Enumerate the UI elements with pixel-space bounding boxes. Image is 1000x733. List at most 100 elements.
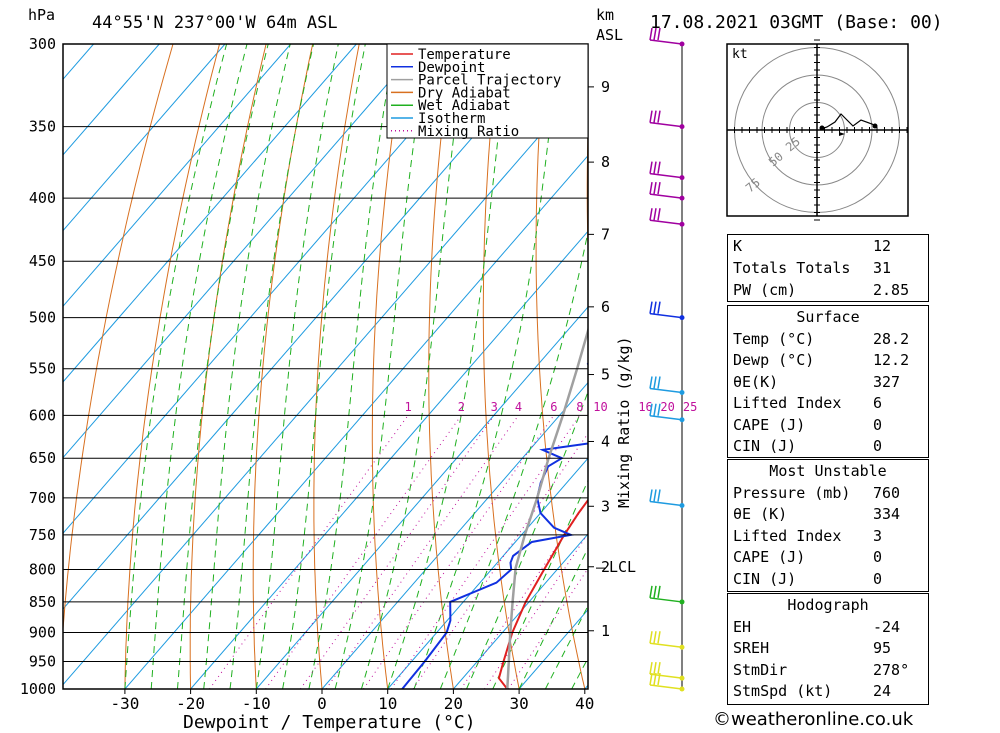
hodo-stmdir-label: StmDir [733,661,788,679]
hodo-stmspd-value: 24 [873,682,892,700]
isotherm-line [63,44,554,610]
wind-barb-dot [679,221,685,227]
hodograph-trace [820,113,878,130]
index-k-label: K [733,237,743,255]
wind-barb-flag [649,110,653,123]
wind-barb-dot [679,175,685,181]
hodo-stmdir-value: 278° [873,661,910,679]
surface-li-value: 6 [873,394,883,412]
wind-barb-flag [657,301,661,314]
isotherm-line [453,533,588,689]
mu-pressure-label: Pressure (mb) [733,484,851,502]
km-tick-label: 8 [601,153,610,171]
isotherm-line [255,306,588,689]
legend-label: Dewpoint [418,60,485,76]
wind-barb-flag [653,403,657,416]
mu-thetae-value: 334 [873,505,901,523]
mixing-ratio-label: 6 [550,400,557,414]
mu-cape-label: CAPE (J) [733,548,806,566]
wind-barb-flag [657,208,661,221]
indices-mu-box: Most Unstable Pressure (mb) 760 θE (K) 334… [727,459,929,592]
wind-barb-shaft [649,597,683,603]
wind-barb-flag [649,208,653,221]
pressure-tick-label: 850 [29,593,56,611]
index-pw-value: 2.85 [873,281,910,299]
x-tick-label: 30 [509,694,528,713]
plot-frame [62,43,589,690]
surface-li-label: Lifted Index [733,394,842,412]
pressure-tick-label: 650 [29,449,56,467]
wind-barb-flag [657,181,661,195]
x-tick-label: 10 [378,694,397,713]
isotherm-line [321,381,588,689]
wind-barb-flag [649,662,653,675]
chart-axes: 3003504004505005506006507007508008509009… [20,35,698,713]
wind-barb-shaft [649,387,683,394]
wind-barb-flag [657,631,661,644]
x-tick-label: 20 [444,694,463,713]
x-tick-label: -10 [242,694,271,713]
pressure-tick-label: 500 [29,309,56,327]
mixing-ratio-label: 20 [660,400,674,414]
indices-surface-box: Surface Temp (°C) 28.2 Dewp (°C) 12.2 θE(K… [727,305,929,458]
wind-barb-shaft [649,172,683,179]
index-k-value: 12 [873,237,892,255]
legend-label: Parcel Trajectory [418,73,561,89]
hodo-sreh-label: SREH [733,639,770,657]
pressure-tick-label: 700 [29,489,56,507]
km-tick-label: 9 [601,78,610,96]
isotherm-line [63,44,226,232]
pressure-tick-label: 600 [29,406,56,424]
pressure-tick-label: 550 [29,360,56,378]
wind-barb-dot [679,417,685,423]
wind-barb-flag [649,489,653,502]
index-tt-label: Totals Totals [733,259,851,277]
wet-adiabat-line [334,44,429,689]
km-tick-label: 6 [601,298,610,316]
km-tick-label: 4 [601,432,610,450]
wind-barb-flag [649,672,653,686]
isotherm-line [63,44,357,383]
mu-li-label: Lifted Index [733,527,842,545]
wind-barb-dot [679,644,685,650]
wind-barb-flag [653,161,657,174]
wind-barb-dot [679,503,685,509]
km-unit-label: km [596,6,614,24]
mu-cape-value: 0 [873,548,883,566]
mixing-ratio-label: 10 [593,400,607,414]
surface-cin-label: CIN (J) [733,437,797,455]
wind-barb-flag [649,585,653,599]
isotherm-line [63,44,489,535]
mixing-ratio-line [507,567,588,689]
mixing-ratio-label: 8 [576,400,583,414]
wind-barb-flag [653,110,657,123]
hodo-stmspd-label: StmSpd (kt) [733,682,833,700]
mu-title: Most Unstable [769,462,887,480]
wind-barb-flag [649,301,653,314]
wind-barb-flag [653,208,657,221]
isotherm-line [190,230,588,689]
wind-barb-flag [649,376,653,389]
x-tick-label: 40 [575,694,594,713]
hodograph-point [872,123,878,129]
credit-link[interactable]: ©weatheronline.co.uk [713,709,914,730]
wet-adiabat-line [544,604,588,689]
hodo-title: Hodograph [787,596,869,614]
x-tick-label: -20 [176,694,205,713]
wind-barb-flag [657,27,661,41]
wet-adiabat-line [466,390,588,689]
surface-thetae-label: θE(K) [733,373,779,391]
indices-hodo-box: Hodograph EH -24 SREH 95 StmDir 278° StmSpd… [727,593,929,705]
mu-cin-label: CIN (J) [733,570,797,588]
wind-barb-flag [649,403,653,416]
dry-adiabat-line [965,44,1000,689]
wind-barb-dot [679,315,685,321]
wind-barb-flag [653,672,657,686]
pressure-tick-label: 350 [29,118,56,136]
mixing-ratio-line [299,415,495,689]
mixing-ratio-label: 1 [405,400,412,414]
wind-barb-dot [679,675,685,681]
temperature-line [497,498,588,689]
wet-adiabat-line [518,547,588,689]
